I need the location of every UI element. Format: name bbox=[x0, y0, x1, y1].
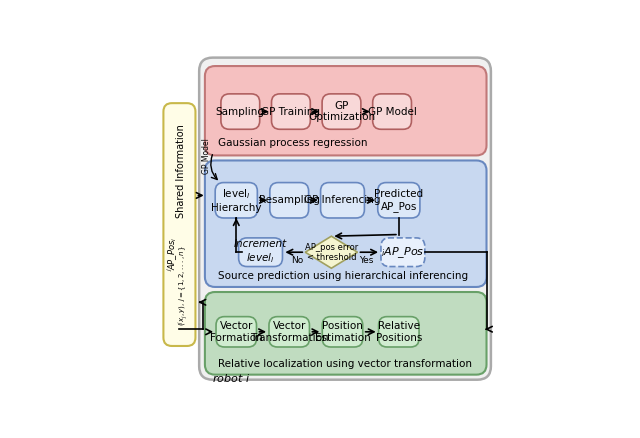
Text: Resampling: Resampling bbox=[259, 195, 319, 205]
Text: Position
Estimation: Position Estimation bbox=[315, 321, 371, 343]
FancyBboxPatch shape bbox=[381, 238, 425, 267]
Text: GP Training: GP Training bbox=[261, 106, 321, 117]
FancyBboxPatch shape bbox=[378, 183, 420, 218]
Text: $({}^{j}x_j, y),\, j=\{1,2,...,n\}$: $({}^{j}x_j, y),\, j=\{1,2,...,n\}$ bbox=[176, 245, 189, 325]
FancyBboxPatch shape bbox=[216, 317, 257, 347]
Text: Relative
Positions: Relative Positions bbox=[376, 321, 422, 343]
FancyBboxPatch shape bbox=[321, 183, 364, 218]
Text: $_i$AP_Pos: $_i$AP_Pos bbox=[381, 245, 424, 260]
Text: Increment
level$_l$: Increment level$_l$ bbox=[234, 239, 287, 265]
FancyBboxPatch shape bbox=[239, 238, 282, 267]
Text: No: No bbox=[291, 256, 303, 265]
Text: GP Inferencing: GP Inferencing bbox=[304, 195, 381, 205]
FancyBboxPatch shape bbox=[163, 103, 195, 346]
FancyBboxPatch shape bbox=[379, 317, 419, 347]
Text: AP_pos error
< threshold: AP_pos error < threshold bbox=[305, 243, 358, 262]
FancyBboxPatch shape bbox=[323, 317, 363, 347]
Text: Gaussian process regression: Gaussian process regression bbox=[218, 138, 368, 148]
FancyBboxPatch shape bbox=[205, 66, 486, 155]
Text: Shared Information: Shared Information bbox=[176, 124, 186, 218]
Text: Sampling: Sampling bbox=[216, 106, 265, 117]
Text: Relative localization using vector transformation: Relative localization using vector trans… bbox=[218, 359, 472, 368]
Text: GP
Optimization: GP Optimization bbox=[308, 101, 375, 122]
FancyBboxPatch shape bbox=[270, 183, 308, 218]
FancyBboxPatch shape bbox=[221, 94, 260, 129]
Polygon shape bbox=[305, 236, 358, 268]
Text: Vector
Transformation: Vector Transformation bbox=[250, 321, 328, 343]
Text: GP Model: GP Model bbox=[202, 138, 211, 174]
Text: ${}^{j}\!AP\_Pos_i$: ${}^{j}\!AP\_Pos_i$ bbox=[166, 237, 180, 271]
Text: Yes: Yes bbox=[359, 256, 374, 265]
Text: Predicted
AP_Pos: Predicted AP_Pos bbox=[374, 189, 424, 212]
FancyBboxPatch shape bbox=[269, 317, 310, 347]
Text: level$_l$
Hierarchy: level$_l$ Hierarchy bbox=[211, 187, 262, 213]
FancyBboxPatch shape bbox=[215, 183, 257, 218]
FancyBboxPatch shape bbox=[322, 94, 361, 129]
Text: Source prediction using hierarchical inferencing: Source prediction using hierarchical inf… bbox=[218, 271, 468, 281]
FancyBboxPatch shape bbox=[271, 94, 310, 129]
Text: GP Model: GP Model bbox=[367, 106, 417, 117]
Text: Vector
Formation: Vector Formation bbox=[210, 321, 262, 343]
FancyBboxPatch shape bbox=[205, 160, 486, 287]
FancyBboxPatch shape bbox=[199, 58, 491, 380]
FancyBboxPatch shape bbox=[372, 94, 412, 129]
FancyBboxPatch shape bbox=[205, 292, 486, 374]
Text: robot $i$: robot $i$ bbox=[212, 372, 250, 384]
